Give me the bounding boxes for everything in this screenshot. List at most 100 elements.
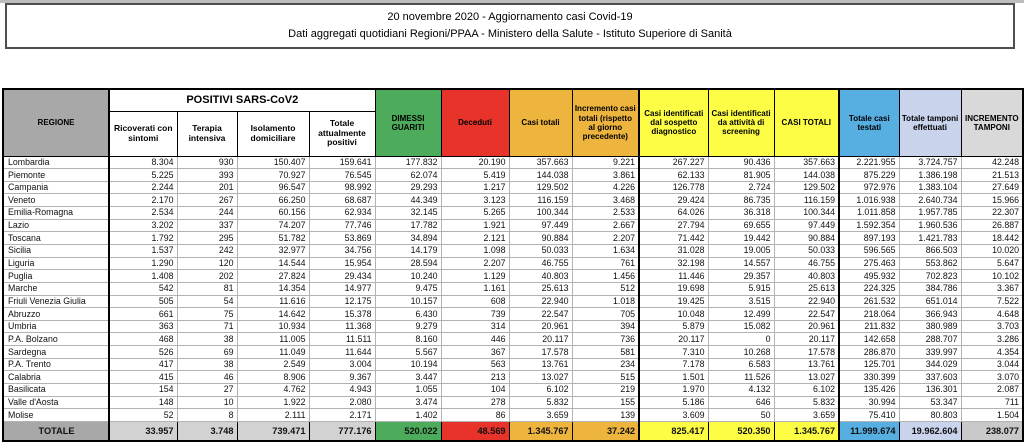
value-cell: 29.293 [374, 180, 442, 195]
value-cell: 126.778 [638, 180, 709, 195]
value-cell: 234 [571, 357, 640, 372]
value-cell: 1.345.767 [773, 420, 840, 442]
value-cell: 150.407 [236, 155, 310, 170]
table-row: Abruzzo 661 75 14.642 15.378 6.430 739 22.547 70… [2, 307, 1024, 321]
value-cell: 34.894 [374, 231, 442, 245]
value-cell: 46 [176, 370, 238, 385]
value-cell: 1.217 [440, 180, 510, 195]
value-cell: 64.026 [638, 206, 709, 220]
value-cell: 3.286 [960, 332, 1024, 347]
value-cell: 8.304 [108, 155, 178, 170]
region-name: Lombardia [2, 155, 110, 170]
table-row: Piemonte 5.225 393 70.927 76.545 62.074 5.419 1… [2, 168, 1024, 182]
value-cell: 9.475 [374, 281, 442, 296]
value-cell: 66.250 [236, 193, 310, 208]
value-cell: 27.794 [638, 218, 709, 233]
value-cell: 344.029 [898, 357, 962, 372]
covid-data-table: REGIONE POSITIVI SARS-CoV2 DIMESSI GUARI… [2, 88, 1024, 443]
value-cell: 446 [440, 332, 510, 347]
value-cell: 32.198 [638, 256, 709, 271]
value-cell: 2.640.734 [898, 193, 962, 208]
value-cell: 866.503 [898, 243, 962, 258]
value-cell: 4.943 [308, 383, 376, 397]
value-cell: 825.417 [638, 420, 709, 442]
value-cell: 14.977 [308, 281, 376, 296]
value-cell: 14.557 [707, 256, 775, 271]
region-name: Umbria [2, 319, 110, 334]
page-top-strip [0, 0, 1024, 3]
table-row: Marche 542 81 14.354 14.977 9.475 1.161 25.613 5… [2, 281, 1024, 296]
value-cell: 2.221.955 [838, 155, 900, 170]
table-row: Liguria 1.290 120 14.544 15.954 28.594 2.207 46… [2, 256, 1024, 271]
value-cell: 3.044 [960, 357, 1024, 372]
value-cell: 40.803 [508, 269, 573, 283]
value-cell: 81 [176, 281, 238, 296]
value-cell: 116.159 [773, 193, 840, 208]
value-cell: 661 [108, 307, 178, 321]
table-header: REGIONE POSITIVI SARS-CoV2 DIMESSI GUARI… [2, 88, 1024, 157]
value-cell: 9.221 [571, 155, 640, 170]
value-cell: 5.225 [108, 168, 178, 182]
header-dimessi-guariti: DIMESSI GUARITI [374, 88, 442, 157]
value-cell: 86.735 [707, 193, 775, 208]
value-cell: 6.102 [508, 383, 573, 397]
value-cell: 1.421.783 [898, 231, 962, 245]
value-cell: 10 [176, 395, 238, 410]
title-box: 20 novembre 2020 - Aggiornamento casi Co… [5, 3, 1015, 49]
value-cell: 1.161 [440, 281, 510, 296]
value-cell: 4.648 [960, 307, 1024, 321]
value-cell: 81.905 [707, 168, 775, 182]
value-cell: 62.133 [638, 168, 709, 182]
value-cell: 14.354 [236, 281, 310, 296]
value-cell: 337 [176, 218, 238, 233]
value-cell: 11.446 [638, 269, 709, 283]
value-cell: 213 [440, 370, 510, 385]
value-cell: 4.762 [236, 383, 310, 397]
value-cell: 14.544 [236, 256, 310, 271]
value-cell: 1.970 [638, 383, 709, 397]
value-cell: 608 [440, 294, 510, 309]
value-cell: 512 [571, 281, 640, 296]
value-cell: 20.190 [440, 155, 510, 170]
value-cell: 90.884 [773, 231, 840, 245]
value-cell: 40.803 [773, 269, 840, 283]
region-name: Abruzzo [2, 307, 110, 321]
value-cell: 19.962.604 [898, 420, 962, 442]
value-cell: 224.325 [838, 281, 900, 296]
value-cell: 74.207 [236, 218, 310, 233]
table-row: Umbria 363 71 10.934 11.368 9.279 314 20.961 394… [2, 319, 1024, 334]
value-cell: 19.442 [707, 231, 775, 245]
value-cell: 104 [440, 383, 510, 397]
value-cell: 80.803 [898, 408, 962, 422]
value-cell: 1.098 [440, 243, 510, 258]
value-cell: 5.832 [508, 395, 573, 410]
value-cell: 34.756 [308, 243, 376, 258]
value-cell: 3.659 [508, 408, 573, 422]
value-cell: 3.123 [440, 193, 510, 208]
value-cell: 3.004 [308, 357, 376, 372]
value-cell: 159.641 [308, 155, 376, 170]
value-cell: 22.307 [960, 206, 1024, 220]
value-cell: 468 [108, 332, 178, 347]
value-cell: 505 [108, 294, 178, 309]
value-cell: 267 [176, 193, 238, 208]
value-cell: 125.701 [838, 357, 900, 372]
value-cell: 288.707 [898, 332, 962, 347]
value-cell: 62.074 [374, 168, 442, 182]
table-row: Friuli Venezia Giulia 505 54 11.616 12.175 10… [2, 294, 1024, 309]
value-cell: 2.207 [440, 256, 510, 271]
header-deceduti: Deceduti [440, 88, 510, 157]
value-cell: 38 [176, 357, 238, 372]
header-terapia-intensiva: Terapia intensiva [176, 110, 238, 157]
value-cell: 6.583 [707, 357, 775, 372]
value-cell: 11.526 [707, 370, 775, 385]
value-cell: 17.578 [508, 345, 573, 359]
value-cell: 135.426 [838, 383, 900, 397]
value-cell: 711 [960, 395, 1024, 410]
value-cell: 116.159 [508, 193, 573, 208]
value-cell: 11.368 [308, 319, 376, 334]
value-cell: 596.565 [838, 243, 900, 258]
value-cell: 5.879 [638, 319, 709, 334]
region-name: Basilicata [2, 383, 110, 397]
value-cell: 5.647 [960, 256, 1024, 271]
